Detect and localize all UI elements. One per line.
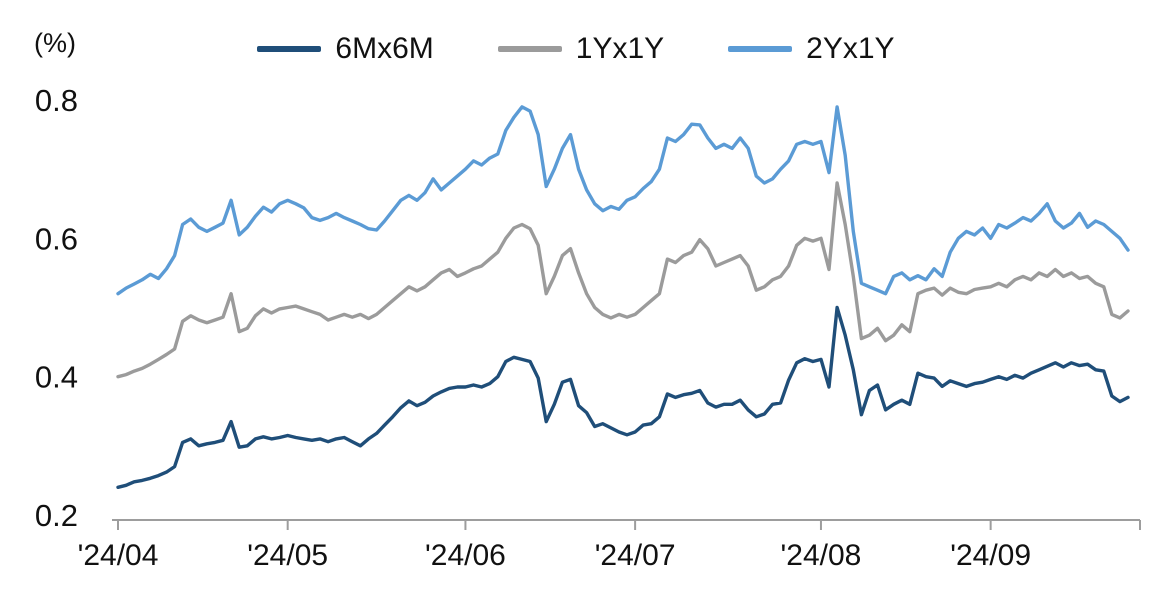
x-axis-tick-label: '24/05 bbox=[247, 539, 328, 572]
y-axis-tick-label: 0.8 bbox=[35, 83, 78, 118]
series-line-1yx1y bbox=[116, 181, 1130, 379]
y-axis-tick-label: 0.2 bbox=[35, 498, 78, 533]
legend-label-6mx6m: 6Mx6M bbox=[335, 32, 434, 65]
legend-swatch-2yx1y bbox=[728, 46, 793, 52]
legend-swatch-1yx1y bbox=[497, 46, 562, 52]
x-axis-tick-label: '24/06 bbox=[425, 539, 506, 572]
legend-item-2yx1y: 2Yx1Y bbox=[728, 32, 895, 65]
x-axis-tick-label: '24/04 bbox=[78, 539, 159, 572]
legend-swatch-6mx6m bbox=[257, 46, 322, 52]
legend-label-1yx1y: 1Yx1Y bbox=[575, 32, 665, 65]
y-axis-tick-label: 0.4 bbox=[35, 360, 78, 395]
legend-item-1yx1y: 1Yx1Y bbox=[497, 32, 665, 65]
legend-label-2yx1y: 2Yx1Y bbox=[806, 32, 895, 65]
y-axis-tick-label: 0.6 bbox=[35, 221, 78, 256]
y-axis-unit-label: (%) bbox=[34, 28, 76, 58]
series-line-2yx1y bbox=[116, 105, 1130, 296]
x-axis-tick-label: '24/09 bbox=[950, 539, 1031, 572]
series-line-6mx6m bbox=[116, 305, 1130, 489]
chart-legend: 6Mx6M 1Yx1Y 2Yx1Y bbox=[0, 34, 1152, 64]
x-axis-tick-label: '24/07 bbox=[595, 539, 676, 572]
legend-item-6mx6m: 6Mx6M bbox=[257, 32, 434, 65]
x-axis-tick-label: '24/08 bbox=[781, 539, 862, 572]
